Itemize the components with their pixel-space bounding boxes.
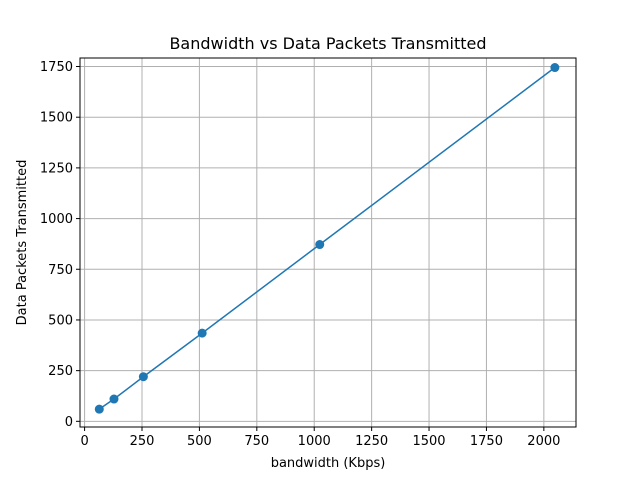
y-axis: 0 250 500 750 1000 1250 1500 1750 xyxy=(40,60,80,430)
y-tick-label: 750 xyxy=(48,263,73,278)
x-tick-label: 2000 xyxy=(527,434,560,449)
x-tick-label: 250 xyxy=(130,434,155,449)
chart-title: Bandwidth vs Data Packets Transmitted xyxy=(169,34,486,53)
data-point xyxy=(94,404,104,414)
data-point xyxy=(315,240,325,250)
y-tick-label: 1750 xyxy=(40,60,73,75)
data-point xyxy=(197,328,207,338)
y-tick-label: 0 xyxy=(65,415,73,430)
x-axis: 0 250 500 750 1000 1250 1500 1750 2000 xyxy=(80,427,560,449)
x-tick-label: 1500 xyxy=(412,434,445,449)
x-tick-label: 500 xyxy=(187,434,212,449)
data-point xyxy=(109,394,119,404)
x-tick-label: 1250 xyxy=(355,434,388,449)
y-tick-label: 1000 xyxy=(40,212,73,227)
data-point xyxy=(138,372,148,382)
y-tick-label: 1250 xyxy=(40,161,73,176)
y-tick-label: 500 xyxy=(48,313,73,328)
x-tick-label: 1000 xyxy=(298,434,331,449)
x-tick-label: 1750 xyxy=(470,434,503,449)
y-tick-label: 250 xyxy=(48,364,73,379)
plot-frame xyxy=(79,57,577,428)
data-point xyxy=(550,63,560,73)
x-tick-label: 0 xyxy=(80,434,88,449)
series-layer xyxy=(94,63,560,414)
y-axis-label: Data Packets Transmitted xyxy=(15,160,30,326)
y-tick-label: 1500 xyxy=(40,111,73,126)
x-tick-label: 750 xyxy=(244,434,269,449)
x-axis-label: bandwidth (Kbps) xyxy=(271,456,386,471)
